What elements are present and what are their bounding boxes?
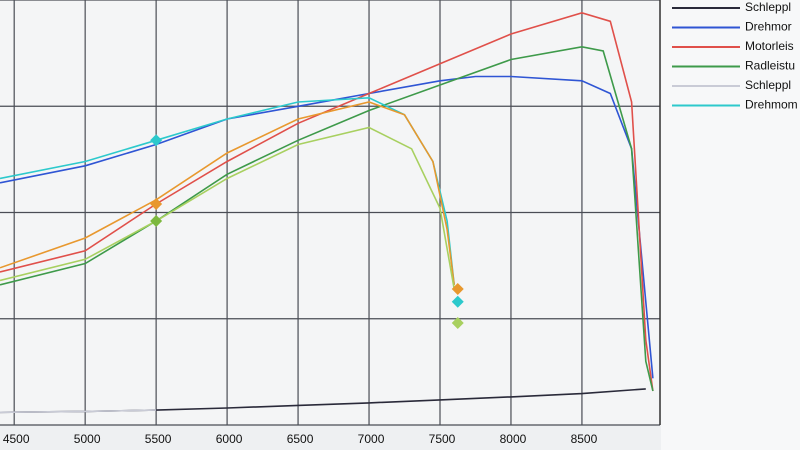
x-tick-label: 5500 — [145, 432, 172, 446]
marker — [150, 134, 163, 147]
legend: Schleppl Drehmor Motorleis Radleistu Schlepp… — [672, 0, 798, 112]
legend-label: Radleistu — [745, 59, 795, 73]
marker — [451, 295, 464, 308]
x-tick-label: 4500 — [3, 432, 30, 446]
series-line — [0, 101, 455, 285]
x-tick-label: 7500 — [429, 432, 456, 446]
marker — [150, 198, 163, 210]
legend-label: Drehmom — [745, 98, 798, 112]
legend-panel — [661, 0, 800, 450]
x-axis: 4500 5000 5500 6000 6500 7000 7500 8000 8500 — [3, 432, 598, 446]
x-tick-label: 8000 — [500, 432, 527, 446]
plot-lines — [0, 11, 654, 414]
x-tick-label: 6000 — [216, 432, 243, 446]
grid — [0, 0, 660, 426]
marker — [150, 215, 163, 227]
marker — [451, 283, 464, 295]
x-tick-label: 7000 — [358, 432, 385, 446]
legend-label: Drehmor — [745, 20, 792, 34]
legend-label: Motorleis — [745, 39, 794, 53]
marker — [451, 317, 464, 329]
x-tick-label: 5000 — [74, 432, 101, 446]
legend-label: Schleppl — [745, 0, 791, 14]
series-line — [0, 409, 157, 414]
series-line — [0, 96, 455, 285]
legend-label: Schleppl — [745, 78, 791, 92]
x-tick-label: 6500 — [287, 432, 314, 446]
series-line — [0, 126, 455, 290]
x-tick-label: 8500 — [571, 432, 598, 446]
